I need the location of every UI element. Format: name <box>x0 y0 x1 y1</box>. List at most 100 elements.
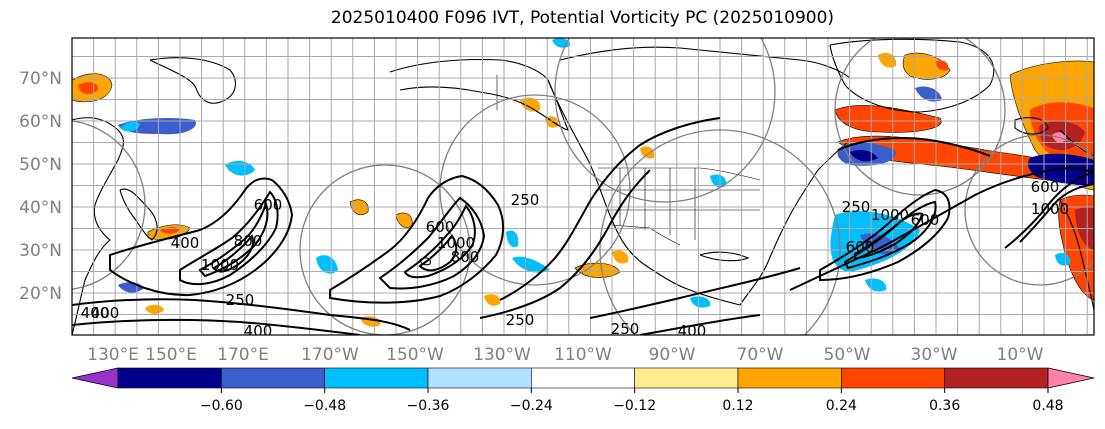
coastline-north-america-west <box>547 79 741 306</box>
colorbar-swatch <box>427 367 532 389</box>
colorbar-tick-label: 0.48 <box>1032 398 1063 414</box>
ivt-contours <box>72 117 1094 335</box>
colorbar-tick-label: −0.12 <box>613 398 656 414</box>
contour-label: 1000 <box>201 256 239 274</box>
contour-label: 400 <box>81 304 110 322</box>
pv-anomaly-positive <box>935 60 949 71</box>
longitude-label: 90°W <box>649 345 696 365</box>
map-frame <box>71 37 1095 336</box>
range-circle <box>599 129 841 335</box>
colorbar: −0.60 −0.48 −0.36 −0.24 −0.12 0.12 0.24 0.36 0.4… <box>71 367 1095 414</box>
ivt-contour <box>329 174 504 304</box>
contour-label: 250 <box>226 291 255 309</box>
contour-labels: 4001000600800250400600100080025025060010… <box>81 178 1069 340</box>
latitude-label: 50°N <box>19 155 62 175</box>
pv-anomaly-positive <box>520 97 541 112</box>
pv-anomaly-positive <box>612 250 629 264</box>
map-title: 2025010400 F096 IVT, Potential Vorticity… <box>330 8 835 28</box>
latitude-label: 70°N <box>19 69 62 89</box>
coastline-asia <box>72 117 124 335</box>
longitude-label: 170°E <box>217 345 269 365</box>
colorbar-swatch <box>944 367 1049 389</box>
contour-label: 800 <box>451 248 480 266</box>
coastline-north-america-east <box>739 141 849 306</box>
ivt-contour <box>72 298 411 331</box>
latitude-label: 60°N <box>19 112 62 132</box>
longitude-label: 150°E <box>145 345 197 365</box>
ivt-contour <box>418 234 458 272</box>
ivt-contour <box>403 204 476 279</box>
longitude-label: 130°W <box>473 345 531 365</box>
range-circles <box>72 38 1094 335</box>
ivt-contour <box>837 137 991 157</box>
colorbar-swatch <box>841 367 945 389</box>
ivt-contour <box>499 117 721 301</box>
latitude-label: 30°N <box>19 241 62 261</box>
ivt-contour <box>479 169 651 319</box>
latitude-label: 40°N <box>19 198 62 218</box>
latitude-label: 20°N <box>19 284 62 304</box>
longitude-label: 10°W <box>997 345 1044 365</box>
ivt-contour <box>72 318 361 335</box>
pv-anomaly-negative <box>512 256 550 273</box>
latitude-labels: 70°N 60°N 50°N 40°N 30°N 20°N <box>19 69 62 304</box>
colorbar-swatch <box>737 367 842 389</box>
range-circle <box>964 134 1094 286</box>
longitude-label: 70°W <box>737 345 784 365</box>
pv-anomaly-negative <box>915 86 942 102</box>
pv-anomaly-positive <box>145 304 164 314</box>
longitude-label: 150°W <box>386 345 444 365</box>
colorbar-tick-label: 0.24 <box>826 398 857 414</box>
longitude-label: 110°W <box>554 345 612 365</box>
pv-anomaly-negative <box>690 296 711 308</box>
range-circle <box>554 38 776 203</box>
colorbar-swatch <box>71 367 119 389</box>
border-us-canada <box>598 167 761 181</box>
colorbar-swatch <box>117 367 222 389</box>
colorbar-tick-label: 0.12 <box>722 398 753 414</box>
contour-label: 400 <box>678 322 707 340</box>
coastline-cuba <box>699 251 750 262</box>
contour-label: 400 <box>171 234 200 252</box>
contour-label: 600 <box>911 211 940 229</box>
contour-label: 250 <box>506 311 535 329</box>
ivt-contour <box>1019 183 1094 243</box>
contour-label: 600 <box>846 238 875 256</box>
ivt-contour <box>198 200 269 278</box>
contour-label: 1000 <box>871 206 909 224</box>
pv-anomaly-negative <box>1055 252 1071 266</box>
ivt-contour <box>789 166 1094 291</box>
longitude-label: 130°E <box>87 345 139 365</box>
longitude-label: 50°W <box>824 345 871 365</box>
ivt-contour <box>639 314 761 335</box>
colorbar-swatch <box>1047 367 1095 389</box>
contour-label: 1000 <box>437 234 475 252</box>
colorbar-swatch <box>221 367 325 389</box>
colorbar-tick-label: 0.36 <box>929 398 960 414</box>
pv-anomaly-positive <box>640 146 655 159</box>
longitude-label: 170°W <box>301 345 359 365</box>
contour-label: 600 <box>426 218 455 236</box>
contour-label: 250 <box>842 198 871 216</box>
border-states-2 <box>598 189 760 211</box>
colorbar-tick-label: −0.48 <box>303 398 346 414</box>
pv-anomaly-negative <box>710 174 727 188</box>
ivt-contour <box>854 212 924 260</box>
pv-anomaly-negative <box>316 255 338 274</box>
range-circle <box>72 120 146 290</box>
pv-anomaly-negative <box>120 121 140 132</box>
contour-label: 800 <box>234 232 263 250</box>
ivt-contour <box>819 188 951 282</box>
contour-label: 250 <box>611 320 640 338</box>
contour-label: 400 <box>91 304 120 322</box>
coastline-greenland <box>829 38 995 113</box>
ivt-contour <box>589 267 801 319</box>
pv-anomaly-negative <box>225 160 255 176</box>
colorbar-swatch <box>324 367 429 389</box>
range-circle <box>439 94 631 286</box>
longitude-label: 30°W <box>911 345 958 365</box>
ivt-contour <box>109 177 294 297</box>
contour-label: 400 <box>244 322 273 340</box>
contour-label: 1000 <box>1031 200 1069 218</box>
